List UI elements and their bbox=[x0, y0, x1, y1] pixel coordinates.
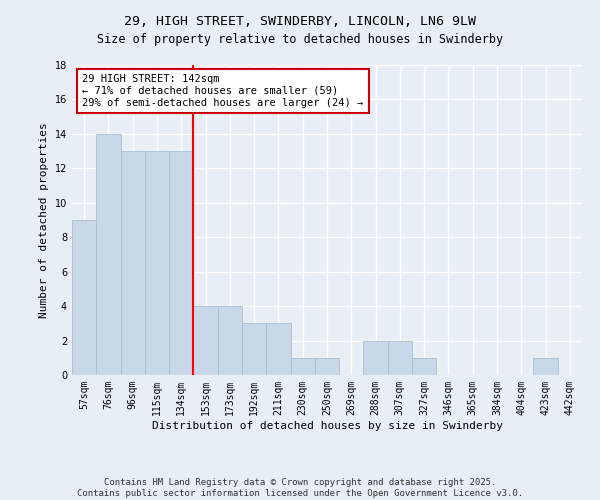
Bar bbox=[533, 358, 558, 375]
Bar bbox=[315, 358, 339, 375]
Bar bbox=[388, 340, 412, 375]
Bar bbox=[266, 324, 290, 375]
Bar bbox=[290, 358, 315, 375]
Text: Size of property relative to detached houses in Swinderby: Size of property relative to detached ho… bbox=[97, 32, 503, 46]
Bar bbox=[121, 151, 145, 375]
Text: 29, HIGH STREET, SWINDERBY, LINCOLN, LN6 9LW: 29, HIGH STREET, SWINDERBY, LINCOLN, LN6… bbox=[124, 15, 476, 28]
Bar bbox=[193, 306, 218, 375]
X-axis label: Distribution of detached houses by size in Swinderby: Distribution of detached houses by size … bbox=[151, 420, 503, 430]
Bar bbox=[242, 324, 266, 375]
Y-axis label: Number of detached properties: Number of detached properties bbox=[39, 122, 49, 318]
Bar bbox=[96, 134, 121, 375]
Text: 29 HIGH STREET: 142sqm
← 71% of detached houses are smaller (59)
29% of semi-det: 29 HIGH STREET: 142sqm ← 71% of detached… bbox=[82, 74, 364, 108]
Bar bbox=[412, 358, 436, 375]
Text: Contains HM Land Registry data © Crown copyright and database right 2025.
Contai: Contains HM Land Registry data © Crown c… bbox=[77, 478, 523, 498]
Bar bbox=[145, 151, 169, 375]
Bar bbox=[169, 151, 193, 375]
Bar bbox=[72, 220, 96, 375]
Bar bbox=[218, 306, 242, 375]
Bar bbox=[364, 340, 388, 375]
